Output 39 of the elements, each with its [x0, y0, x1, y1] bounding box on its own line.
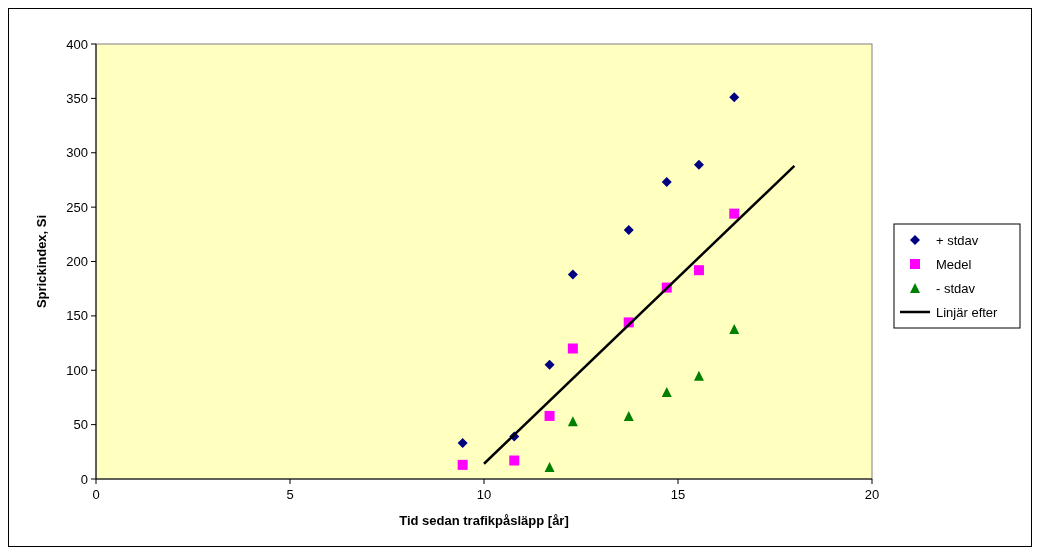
point [544, 359, 555, 370]
x-tick-label: 15 [670, 487, 686, 502]
legend-label: - stdav [936, 280, 976, 296]
y-tick-label: 400 [66, 36, 88, 52]
y-tick-label: 50 [73, 417, 88, 433]
point [729, 323, 740, 334]
point [567, 416, 578, 427]
x-tick-label: 0 [92, 487, 100, 502]
point [623, 410, 634, 421]
y-tick-label: 200 [66, 254, 88, 269]
point [457, 438, 468, 449]
legend-label: + stdav [936, 232, 979, 248]
x-tick-label: 20 [864, 487, 880, 502]
y-tick-label: 300 [66, 145, 88, 161]
y-tick-label: 150 [66, 308, 88, 324]
point [693, 265, 704, 276]
point [693, 159, 704, 170]
point [661, 387, 672, 397]
y-tick-label: 0 [80, 471, 88, 487]
x-tick-label: 5 [286, 487, 294, 502]
x-axis-title: Tid sedan trafikpåsläpp [år] [399, 513, 569, 528]
point [457, 459, 468, 470]
point [729, 92, 740, 103]
point [661, 177, 672, 188]
point [567, 343, 578, 354]
y-tick-label: 350 [66, 90, 88, 106]
point [567, 269, 578, 280]
x-tick-label: 10 [476, 487, 492, 502]
legend-label: Medel [936, 256, 972, 272]
point [509, 455, 520, 466]
point [623, 224, 634, 235]
y-tick-label: 100 [66, 362, 88, 378]
y-tick-label: 250 [66, 199, 88, 215]
point [729, 208, 740, 219]
point [544, 462, 555, 473]
point [544, 410, 555, 421]
y-axis-title: Sprickindex, Si [34, 214, 49, 309]
point [693, 370, 704, 381]
legend-label: Linjär efter [936, 304, 999, 320]
